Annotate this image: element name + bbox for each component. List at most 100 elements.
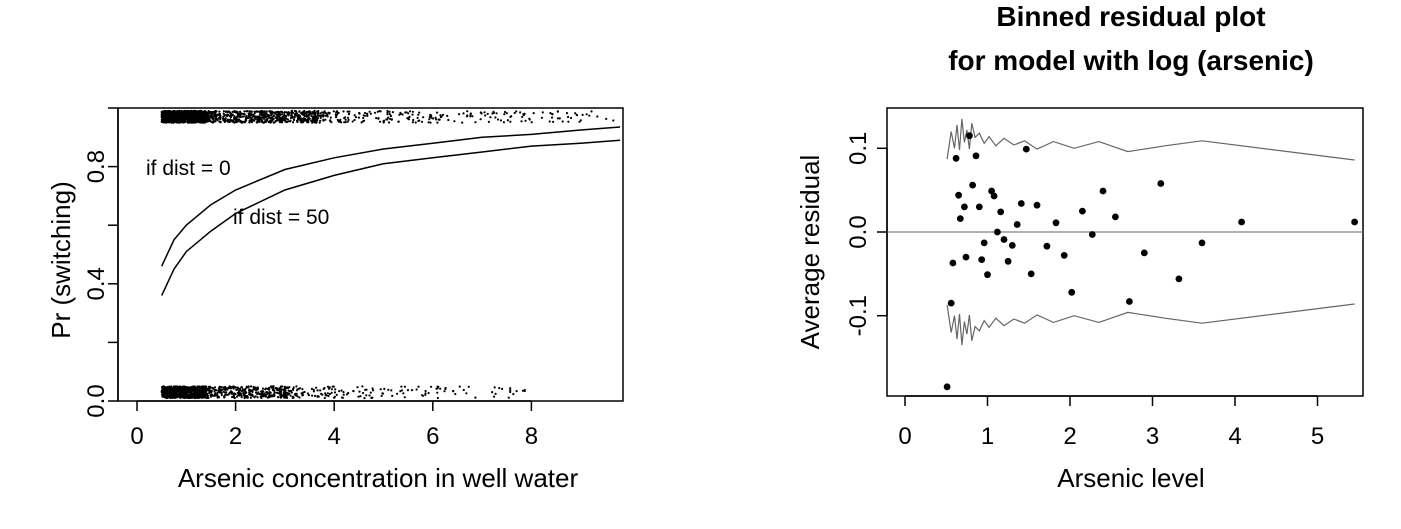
left-y-axis: 0.0 0.4 0.8	[83, 107, 119, 418]
jitter-point	[229, 115, 232, 118]
jitter-point	[258, 120, 261, 123]
jitter-point	[240, 112, 243, 115]
jitter-point	[351, 120, 354, 123]
left-y-tick-label: 0.8	[83, 150, 110, 183]
jitter-point	[492, 111, 496, 114]
jitter-point	[332, 110, 335, 113]
residual-point	[961, 203, 968, 211]
jitter-point	[193, 385, 196, 388]
jitter-point	[437, 118, 440, 121]
jitter-point	[315, 386, 318, 389]
jitter-point	[558, 117, 561, 120]
jitter-point	[215, 389, 218, 392]
left-chart-panel: 0 2 4 6 8 0.0 0.4 0.8 if dist = 0 if dist = 50…	[46, 107, 624, 493]
jitter-point	[279, 390, 282, 393]
jitter-point	[303, 109, 306, 113]
jitter-point	[310, 115, 313, 118]
jitter-point	[365, 388, 368, 391]
jitter-point	[556, 110, 560, 113]
jitter-point	[300, 117, 303, 120]
jitter-point	[509, 387, 512, 390]
jitter-point	[380, 394, 383, 397]
jitter-point	[256, 396, 259, 399]
residual-point	[1198, 239, 1206, 247]
jitter-point	[210, 120, 213, 124]
left-x-tick-label: 8	[525, 423, 538, 450]
jitter-point	[296, 120, 299, 124]
jitter-point	[410, 389, 414, 392]
jitter-point	[189, 115, 193, 118]
residual-point	[1175, 275, 1183, 283]
right-title-line-1: Binned residual plot	[996, 1, 1265, 32]
jitter-point	[585, 113, 588, 116]
jitter-point	[309, 110, 312, 113]
jitter-point	[565, 112, 569, 115]
jitter-point	[241, 112, 245, 115]
jitter-point	[528, 117, 531, 120]
jitter-point	[178, 117, 181, 120]
jitter-point	[218, 110, 221, 113]
left-y-tick-label: 0.4	[83, 267, 110, 300]
jitter-point	[288, 392, 291, 395]
jitter-point	[226, 114, 229, 118]
jitter-point	[201, 113, 204, 116]
jitter-point	[166, 386, 169, 389]
jitter-point	[275, 387, 278, 390]
right-y-tick-label: 0.0	[845, 215, 872, 248]
jitter-point	[222, 390, 225, 393]
jitter-point	[165, 110, 169, 113]
jitter-point	[400, 385, 403, 388]
jitter-point	[283, 111, 286, 114]
residual-point	[969, 181, 976, 189]
left-fitted-curves	[161, 126, 621, 296]
jitter-point	[239, 387, 242, 390]
jitter-point	[396, 392, 399, 395]
jitter-point	[386, 118, 389, 121]
jitter-point	[197, 385, 200, 388]
jitter-point	[305, 110, 308, 114]
jitter-point	[284, 116, 287, 119]
jitter-point	[327, 111, 330, 114]
jitter-point	[240, 396, 243, 399]
jitter-point	[284, 394, 287, 397]
right-x-tick-label: 2	[1063, 423, 1076, 450]
jitter-point	[175, 111, 178, 114]
jitter-point	[402, 392, 405, 395]
jitter-point	[506, 119, 509, 122]
jitter-point	[196, 112, 199, 115]
jitter-point	[346, 110, 349, 113]
jitter-point	[387, 121, 391, 124]
jitter-point	[244, 395, 247, 398]
jitter-point	[576, 114, 579, 117]
jitter-point	[520, 120, 523, 123]
jitter-point	[368, 110, 371, 113]
residual-point	[1008, 242, 1016, 249]
residual-point	[955, 191, 962, 199]
jitter-point	[347, 113, 350, 116]
residual-point	[994, 228, 1001, 236]
right-y-axis-title: Average residual	[795, 155, 825, 350]
jitter-point	[208, 391, 211, 395]
jitter-point	[379, 120, 382, 123]
jitter-point	[388, 110, 391, 113]
jitter-point	[267, 120, 270, 123]
jitter-point	[356, 386, 359, 389]
jitter-point	[254, 395, 257, 398]
right-x-tick-label: 0	[898, 423, 911, 450]
jitter-point	[200, 118, 203, 121]
jitter-point	[326, 115, 329, 118]
jitter-point	[386, 109, 389, 113]
jitter-point	[363, 111, 367, 115]
jitter-point	[383, 387, 386, 390]
jitter-point	[499, 119, 503, 122]
jitter-point	[458, 113, 461, 116]
jitter-point	[314, 394, 317, 397]
jitter-point	[175, 392, 178, 395]
jitter-point	[461, 121, 464, 124]
jitter-point	[261, 110, 264, 113]
jitter-point	[234, 393, 237, 396]
jitter-point	[465, 392, 468, 395]
jitter-point	[316, 389, 319, 392]
left-y-tick-label: 0.0	[83, 384, 110, 417]
